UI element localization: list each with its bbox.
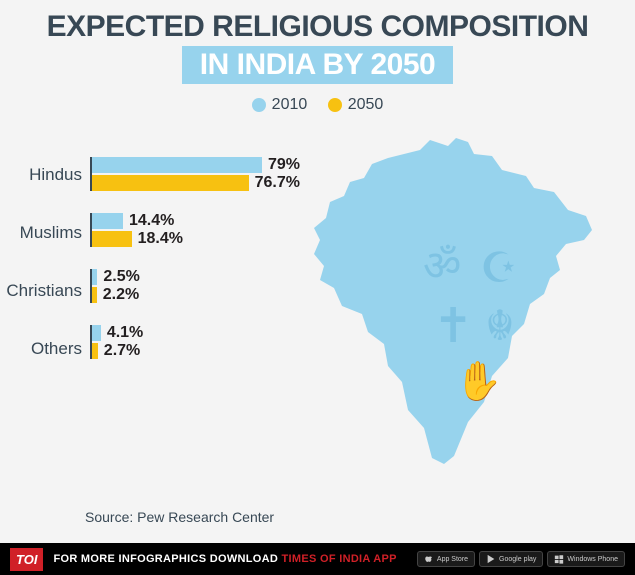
bar-value: 2.7% bbox=[104, 342, 140, 360]
title-line-2: IN INDIA BY 2050 bbox=[182, 46, 453, 84]
bar-b: 2.7% bbox=[92, 343, 300, 359]
play-icon bbox=[486, 554, 496, 564]
bar-value: 4.1% bbox=[107, 324, 143, 342]
bar-fill bbox=[92, 287, 97, 303]
bars-group: 14.4%18.4% bbox=[90, 213, 300, 247]
india-map: ॐ ☪ ✝ ☬ ✋ bbox=[305, 132, 605, 492]
bar-b: 76.7% bbox=[92, 175, 300, 191]
legend-dot-2010 bbox=[252, 98, 266, 112]
windows-badge[interactable]: Windows Phone bbox=[547, 551, 625, 567]
app-store-badge[interactable]: App Store bbox=[417, 551, 475, 567]
category-label: Hindus bbox=[29, 165, 82, 185]
footer-text-a: FOR MORE INFOGRAPHICS DOWNLOAD bbox=[53, 553, 281, 565]
bar-b: 2.2% bbox=[92, 287, 300, 303]
bar-fill bbox=[92, 231, 132, 247]
bar-value: 14.4% bbox=[129, 212, 174, 230]
source-text: Source: Pew Research Center bbox=[85, 509, 274, 525]
bar-fill bbox=[92, 325, 101, 341]
bar-fill bbox=[92, 213, 123, 229]
jain-icon: ✋ bbox=[455, 359, 502, 403]
legend-label-2050: 2050 bbox=[348, 96, 384, 114]
bars-group: 79%76.7% bbox=[90, 157, 300, 191]
bar-value: 2.2% bbox=[103, 286, 139, 304]
category-label: Muslims bbox=[20, 223, 82, 243]
legend-item-2010: 2010 bbox=[252, 96, 308, 114]
om-icon: ॐ bbox=[423, 242, 461, 289]
store-label: Google play bbox=[499, 556, 536, 563]
footer: TOI FOR MORE INFOGRAPHICS DOWNLOAD TIMES… bbox=[0, 543, 635, 575]
bar-a: 14.4% bbox=[92, 213, 300, 229]
toi-badge: TOI bbox=[10, 548, 43, 571]
crescent-icon: ☪ bbox=[480, 244, 518, 291]
bar-chart: Hindus79%76.7%Muslims14.4%18.4%Christian… bbox=[20, 157, 300, 381]
google-play-badge[interactable]: Google play bbox=[479, 551, 543, 567]
title-line-1: EXPECTED RELIGIOUS COMPOSITION bbox=[20, 10, 615, 44]
bar-a: 79% bbox=[92, 157, 300, 173]
bar-value: 76.7% bbox=[255, 174, 300, 192]
legend-dot-2050 bbox=[328, 98, 342, 112]
cross-icon: ✝ bbox=[433, 300, 473, 353]
category-label: Christians bbox=[6, 281, 82, 301]
content: Hindus 79%76.7% Muslims 14.4%18.4% Christian… bbox=[0, 132, 635, 512]
bar-value: 18.4% bbox=[138, 230, 183, 248]
bar-fill bbox=[92, 269, 97, 285]
bars-group: 4.1%2.7% bbox=[90, 325, 300, 359]
legend: 2010 2050 bbox=[0, 96, 635, 117]
bar-fill bbox=[92, 157, 262, 173]
footer-brand: TIMES OF INDIA APP bbox=[282, 553, 397, 565]
bar-b: 18.4% bbox=[92, 231, 300, 247]
bar-fill bbox=[92, 343, 98, 359]
bar-a: 4.1% bbox=[92, 325, 300, 341]
windows-icon bbox=[554, 554, 564, 564]
legend-label-2010: 2010 bbox=[272, 96, 308, 114]
header: EXPECTED RELIGIOUS COMPOSITION IN INDIA … bbox=[0, 0, 635, 84]
apple-icon bbox=[424, 554, 434, 564]
khanda-icon: ☬ bbox=[485, 302, 515, 349]
category-label: Others bbox=[31, 339, 82, 359]
bar-value: 79% bbox=[268, 156, 300, 174]
legend-item-2050: 2050 bbox=[328, 96, 384, 114]
footer-text: FOR MORE INFOGRAPHICS DOWNLOAD TIMES OF … bbox=[53, 553, 396, 565]
bar-a: 2.5% bbox=[92, 269, 300, 285]
store-label: App Store bbox=[437, 556, 468, 563]
infographic: EXPECTED RELIGIOUS COMPOSITION IN INDIA … bbox=[0, 0, 635, 575]
store-badges: App Store Google play Windows Phone bbox=[417, 551, 625, 567]
bars-group: 2.5%2.2% bbox=[90, 269, 300, 303]
bar-fill bbox=[92, 175, 249, 191]
bar-value: 2.5% bbox=[103, 268, 139, 286]
store-label: Windows Phone bbox=[567, 556, 618, 563]
